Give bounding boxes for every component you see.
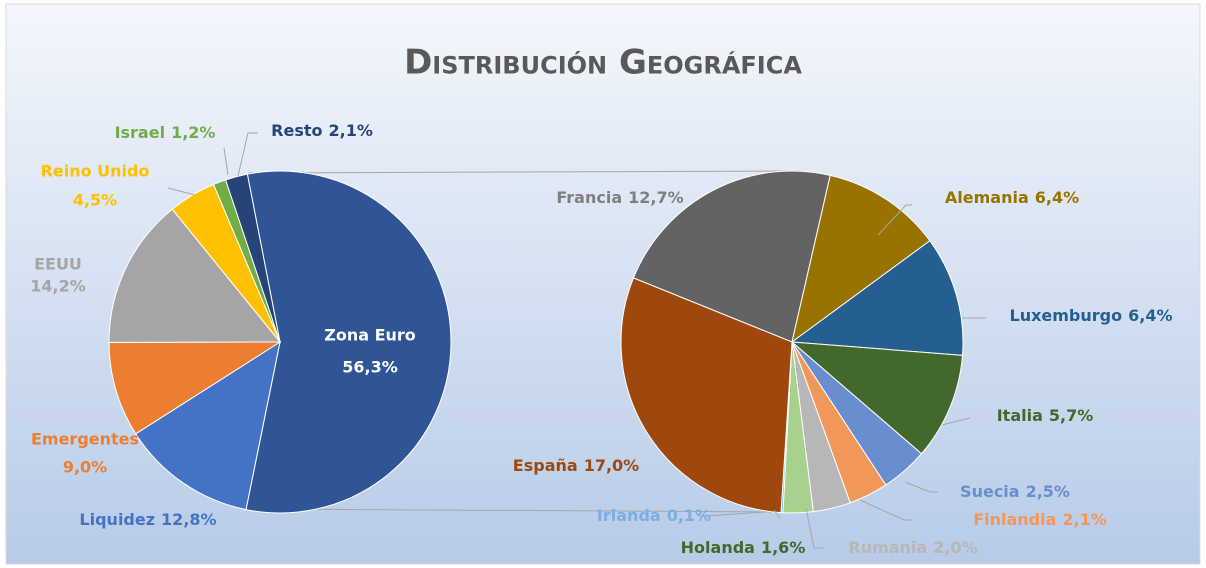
slice-label-name: Israel xyxy=(115,123,166,142)
slice-label-name: Rumania xyxy=(848,538,927,557)
slice-label-value: 4,5% xyxy=(73,191,117,210)
pie-slice xyxy=(632,170,831,343)
slice-label: Suecia 2,5% xyxy=(960,482,1070,501)
leader-lines xyxy=(167,132,986,549)
slice-label-value: 6,4% xyxy=(1035,188,1079,207)
slice-label-name: Holanda xyxy=(681,538,755,557)
slice-label-value: 9,0% xyxy=(63,458,107,477)
slice-label-value: 12,7% xyxy=(628,188,684,207)
leader-line xyxy=(167,187,196,196)
slice-label-value: 56,3% xyxy=(342,358,398,377)
connector-line xyxy=(247,170,801,174)
slice-label: España 17,0% xyxy=(513,456,639,475)
leader-line xyxy=(698,511,765,517)
slice-label-value: 2,0% xyxy=(933,538,977,557)
labels: Zona Euro 56,3% Liquidez 12,8% Emergentes 9,0… xyxy=(30,121,1172,557)
slice-label-value: 14,2% xyxy=(30,277,86,296)
slice-label-value: 12,8% xyxy=(161,510,217,529)
slice-label: Liquidez 12,8% xyxy=(79,510,216,529)
slice-label-name: Zona Euro xyxy=(324,326,416,345)
slice-label-value: 2,5% xyxy=(1026,482,1070,501)
slice-label-name: Resto xyxy=(271,121,322,140)
connector-line xyxy=(249,508,791,513)
pie-slice xyxy=(224,173,281,343)
slice-label-name: Alemania xyxy=(945,188,1029,207)
slice-label-name: Liquidez xyxy=(79,510,155,529)
slice-label-name: Reino Unido xyxy=(41,162,150,181)
leader-line xyxy=(237,132,258,177)
leader-line xyxy=(877,204,912,236)
slice-label-value: 2,1% xyxy=(1062,510,1106,529)
pie-slice xyxy=(108,208,282,343)
chart-title: Distribución Geográfica xyxy=(404,43,802,83)
slice-label-value: 2,1% xyxy=(328,121,372,140)
slice-label-name: Italia xyxy=(997,406,1043,425)
slice-label: Holanda 1,6% xyxy=(681,538,806,557)
slice-label-name: Francia xyxy=(556,188,622,207)
slice-label-name: Irlanda xyxy=(597,506,661,525)
slice-label-name: EEUU xyxy=(34,255,82,274)
leader-line xyxy=(941,417,971,426)
slice-label-value: 6,4% xyxy=(1128,306,1172,325)
slices xyxy=(108,170,964,514)
pie-slice xyxy=(790,341,964,455)
slice-label-value: 5,7% xyxy=(1049,406,1093,425)
pie-slice xyxy=(620,277,793,514)
slice-label-name: Finlandia xyxy=(973,510,1056,529)
leader-line xyxy=(773,509,781,519)
slice-label: Resto 2,1% xyxy=(271,121,373,140)
pie-slice xyxy=(108,341,282,435)
slice-label-value: 0,1% xyxy=(667,506,711,525)
slice-label: Finlandia 2,1% xyxy=(973,510,1107,529)
slice-label-value: 1,6% xyxy=(761,538,805,557)
pie-slice xyxy=(790,240,964,356)
leader-line xyxy=(805,507,824,549)
slice-label-value: 1,2% xyxy=(171,123,215,142)
slice-label-name: Emergentes xyxy=(31,430,139,449)
leader-line xyxy=(859,499,912,521)
slice-label: Rumania 2,0% xyxy=(848,538,977,557)
slice-label-name: Suecia xyxy=(960,482,1020,501)
slice-label-name: España xyxy=(513,456,578,475)
slice-label-value: 17,0% xyxy=(584,456,640,475)
leader-line xyxy=(223,147,229,176)
slice-label: Italia 5,7% xyxy=(997,406,1094,425)
slice-label: Francia 12,7% xyxy=(556,188,683,207)
slice-label: Israel 1,2% xyxy=(115,123,216,142)
pie-slice xyxy=(245,170,452,514)
pie-slice xyxy=(135,340,281,511)
slice-label: Alemania 6,4% xyxy=(945,188,1079,207)
leader-line xyxy=(904,481,938,493)
slice-label: Irlanda 0,1% xyxy=(597,506,711,525)
slice-label: Luxemburgo 6,4% xyxy=(1010,306,1173,325)
slice-label-name: Luxemburgo xyxy=(1010,306,1123,325)
